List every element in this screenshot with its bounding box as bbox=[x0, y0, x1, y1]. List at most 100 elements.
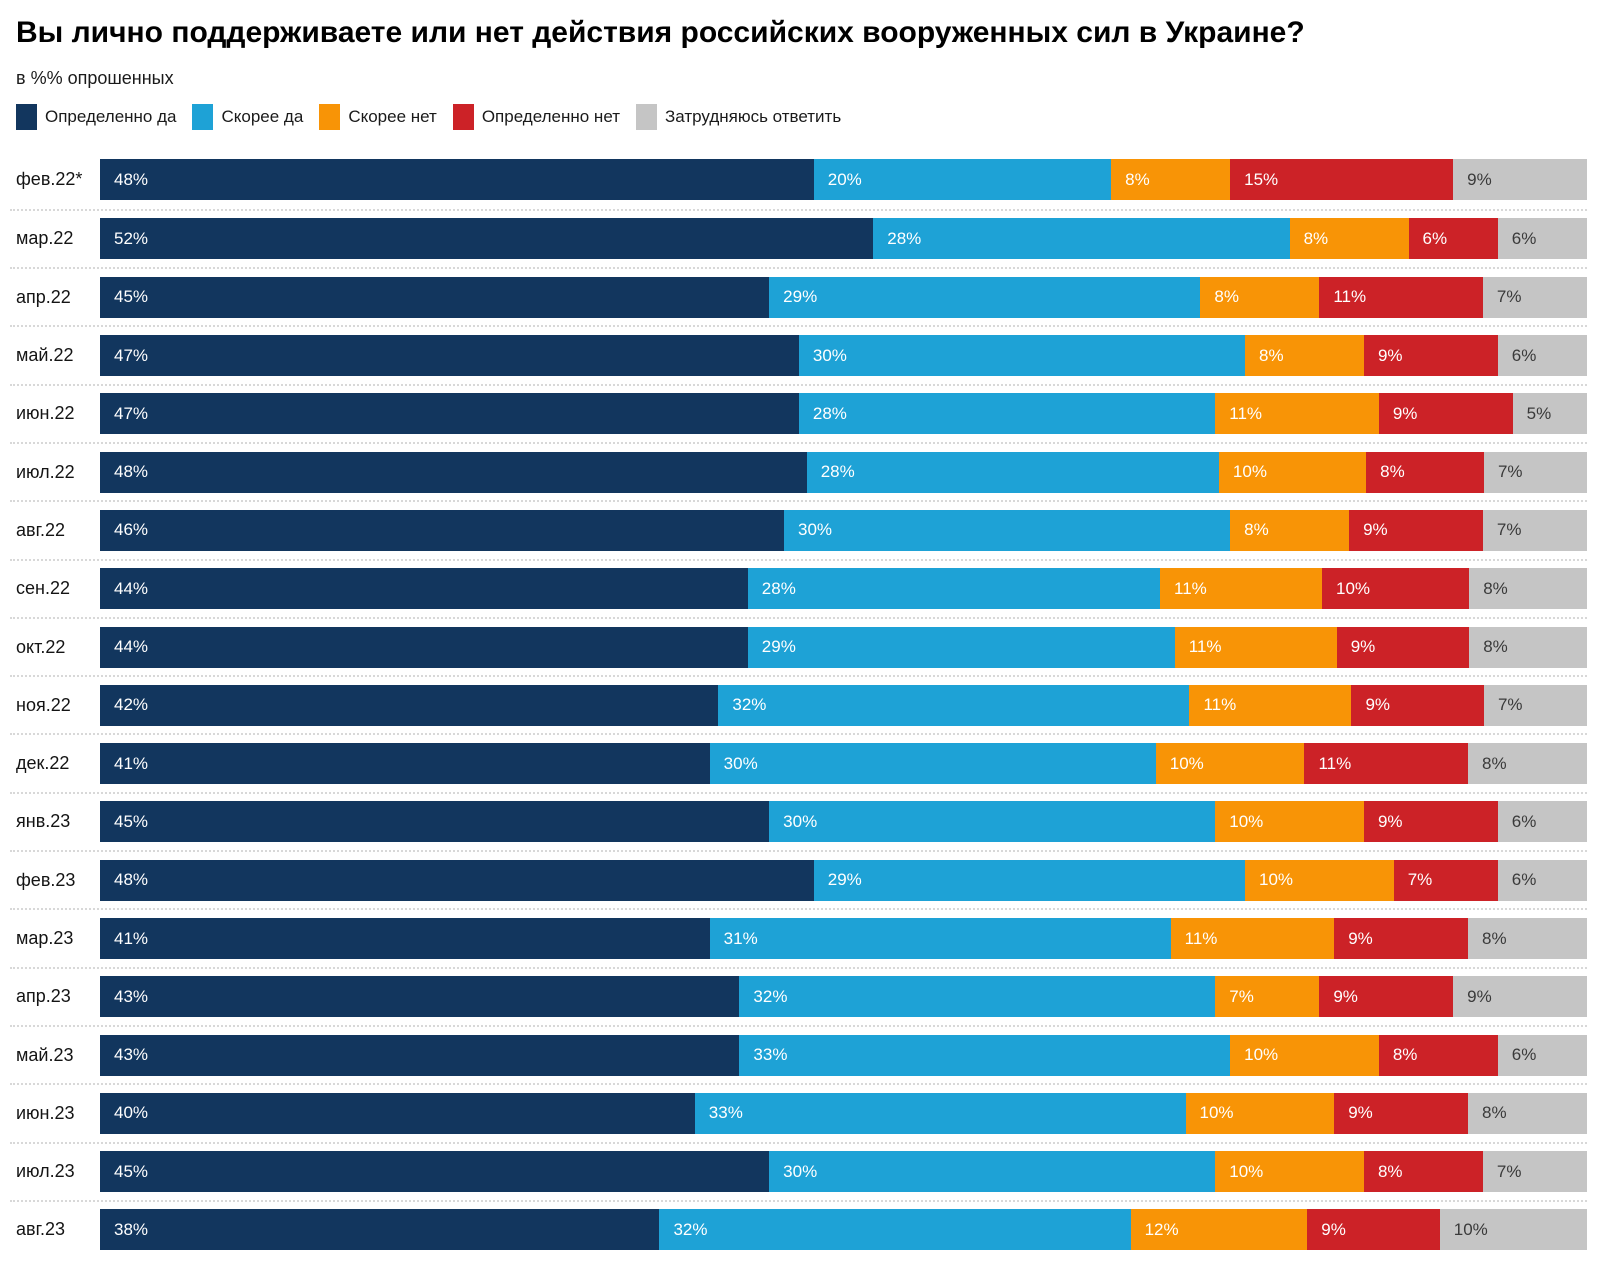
stacked-bar: 38% 32% 12% 9% 10% bbox=[100, 1209, 1587, 1251]
legend-item: Скорее да bbox=[192, 103, 303, 130]
bar-segment-value: 28% bbox=[887, 228, 922, 248]
bar-segment: 44% bbox=[100, 626, 748, 668]
chart: фев.22* 48% 20% 8% 15% 9% мар.22 52% 28% 8% 6% 6% ап… bbox=[10, 151, 1588, 1259]
stacked-bar: 44% 29% 11% 9% 8% bbox=[100, 626, 1587, 668]
bar-segment: 30% bbox=[709, 743, 1156, 785]
bar-segment: 6% bbox=[1497, 1034, 1587, 1076]
legend-item: Скорее нет bbox=[319, 103, 437, 130]
bar-segment-value: 7% bbox=[1496, 287, 1522, 307]
bar-segment: 9% bbox=[1349, 509, 1483, 551]
bar-segment-value: 47% bbox=[114, 345, 149, 365]
bar-segment-value: 46% bbox=[114, 520, 149, 540]
bar-segment-value: 15% bbox=[1244, 169, 1279, 189]
bar-segment: 28% bbox=[747, 568, 1161, 610]
row-label: мар.23 bbox=[16, 928, 74, 948]
bar-segment: 7% bbox=[1393, 859, 1498, 901]
stacked-bar: 40% 33% 10% 9% 8% bbox=[100, 1092, 1587, 1134]
bar-segment: 48% bbox=[100, 159, 814, 201]
bar-segment-value: 38% bbox=[114, 1219, 149, 1239]
stacked-bar: 45% 30% 10% 9% 6% bbox=[100, 801, 1587, 843]
bar-segment-value: 44% bbox=[114, 637, 149, 657]
bar-segment: 11% bbox=[1215, 393, 1379, 435]
stacked-bar: 52% 28% 8% 6% 6% bbox=[100, 218, 1587, 260]
bar-segment-value: 7% bbox=[1496, 1161, 1522, 1181]
bar-segment: 28% bbox=[806, 451, 1219, 493]
bar-segment-value: 11% bbox=[1188, 637, 1222, 657]
bar-segment: 7% bbox=[1482, 509, 1587, 551]
bar-segment: 8% bbox=[1111, 159, 1231, 201]
bar-segment-value: 9% bbox=[1365, 695, 1391, 715]
row-label: авг.22 bbox=[16, 519, 65, 540]
bar-row: июн.23 40% 33% 10% 9% 8% bbox=[10, 1083, 1587, 1141]
bar-row: июл.22 48% 28% 10% 8% 7% bbox=[10, 441, 1587, 500]
bar-segment: 28% bbox=[798, 393, 1216, 435]
bar-segment: 10% bbox=[1218, 451, 1367, 493]
legend-label: Определенно нет bbox=[481, 106, 620, 126]
bar-segment-value: 10% bbox=[1169, 753, 1204, 773]
bar-segment: 11% bbox=[1170, 918, 1335, 959]
bar-segment-value: 9% bbox=[1377, 345, 1403, 365]
bar-segment-value: 30% bbox=[723, 753, 758, 773]
bar-segment: 43% bbox=[100, 976, 740, 1018]
bar-segment: 29% bbox=[813, 859, 1245, 901]
legend-label: Скорее нет bbox=[348, 106, 437, 126]
bar-segment: 28% bbox=[873, 218, 1290, 260]
bar-segment: 41% bbox=[100, 918, 710, 959]
bar-segment: 20% bbox=[813, 159, 1112, 201]
bar-segment-value: 43% bbox=[114, 986, 149, 1006]
bar-segment: 45% bbox=[100, 801, 770, 843]
bar-segment: 30% bbox=[769, 1151, 1216, 1193]
bar-segment-value: 28% bbox=[812, 403, 847, 423]
bar-segment: 7% bbox=[1483, 451, 1587, 493]
bar-segment-value: 28% bbox=[761, 578, 796, 598]
bar-row: мар.23 41% 31% 11% 9% 8% bbox=[10, 908, 1587, 966]
stacked-bar: 43% 33% 10% 8% 6% bbox=[100, 1034, 1587, 1076]
bar-segment: 52% bbox=[100, 218, 874, 260]
bar-segment: 8% bbox=[1469, 626, 1587, 668]
bar-segment: 9% bbox=[1453, 976, 1587, 1018]
bar-segment: 7% bbox=[1483, 684, 1587, 726]
bar-segment-value: 45% bbox=[114, 811, 149, 831]
bar-segment-value: 8% bbox=[1483, 637, 1508, 657]
bar-segment: 32% bbox=[659, 1209, 1131, 1251]
bar-segment: 10% bbox=[1215, 1151, 1364, 1193]
bar-segment-value: 8% bbox=[1258, 345, 1284, 365]
bar-segment-value: 7% bbox=[1407, 870, 1433, 890]
bar-segment-value: 8% bbox=[1392, 1045, 1418, 1065]
bar-segment: 30% bbox=[784, 509, 1231, 551]
bar-segment: 9% bbox=[1319, 976, 1454, 1018]
bar-segment-value: 30% bbox=[798, 520, 833, 540]
bar-segment-value: 7% bbox=[1496, 520, 1522, 540]
bar-segment: 32% bbox=[718, 684, 1190, 726]
bar-segment: 9% bbox=[1453, 159, 1587, 201]
legend-label: Определенно да bbox=[45, 106, 177, 126]
bar-row: мар.22 52% 28% 8% 6% 6% bbox=[10, 208, 1587, 267]
bar-segment-value: 11% bbox=[1333, 287, 1367, 307]
bar-segment-value: 11% bbox=[1318, 753, 1352, 773]
row-label: июн.22 bbox=[16, 403, 75, 424]
bar-segment-value: 29% bbox=[827, 870, 862, 890]
bar-segment: 10% bbox=[1245, 859, 1394, 901]
bar-segment-value: 8% bbox=[1483, 578, 1508, 598]
bar-segment-value: 8% bbox=[1214, 287, 1239, 307]
row-label: май.23 bbox=[16, 1044, 74, 1065]
bar-segment: 8% bbox=[1366, 451, 1484, 493]
bar-segment-value: 45% bbox=[114, 1161, 149, 1181]
bar-segment: 8% bbox=[1468, 918, 1587, 959]
bar-segment: 9% bbox=[1334, 1092, 1469, 1134]
bar-segment-value: 9% bbox=[1350, 637, 1376, 657]
bar-segment: 33% bbox=[739, 1034, 1231, 1076]
bar-segment-value: 33% bbox=[753, 1045, 788, 1065]
bar-segment: 7% bbox=[1215, 976, 1320, 1018]
page-subtitle: в %% опрошенных bbox=[16, 67, 174, 88]
bar-row: апр.23 43% 32% 7% 9% 9% bbox=[10, 966, 1587, 1025]
bar-segment-value: 20% bbox=[827, 169, 862, 189]
bar-segment: 6% bbox=[1408, 218, 1498, 260]
bar-segment-value: 43% bbox=[114, 1045, 149, 1065]
bar-segment-value: 47% bbox=[114, 403, 149, 423]
bar-segment-value: 9% bbox=[1467, 169, 1492, 189]
bar-segment: 11% bbox=[1174, 626, 1337, 668]
bar-segment-value: 45% bbox=[114, 287, 149, 307]
bar-segment-value: 9% bbox=[1392, 403, 1418, 423]
stacked-bar: 48% 20% 8% 15% 9% bbox=[100, 159, 1587, 201]
